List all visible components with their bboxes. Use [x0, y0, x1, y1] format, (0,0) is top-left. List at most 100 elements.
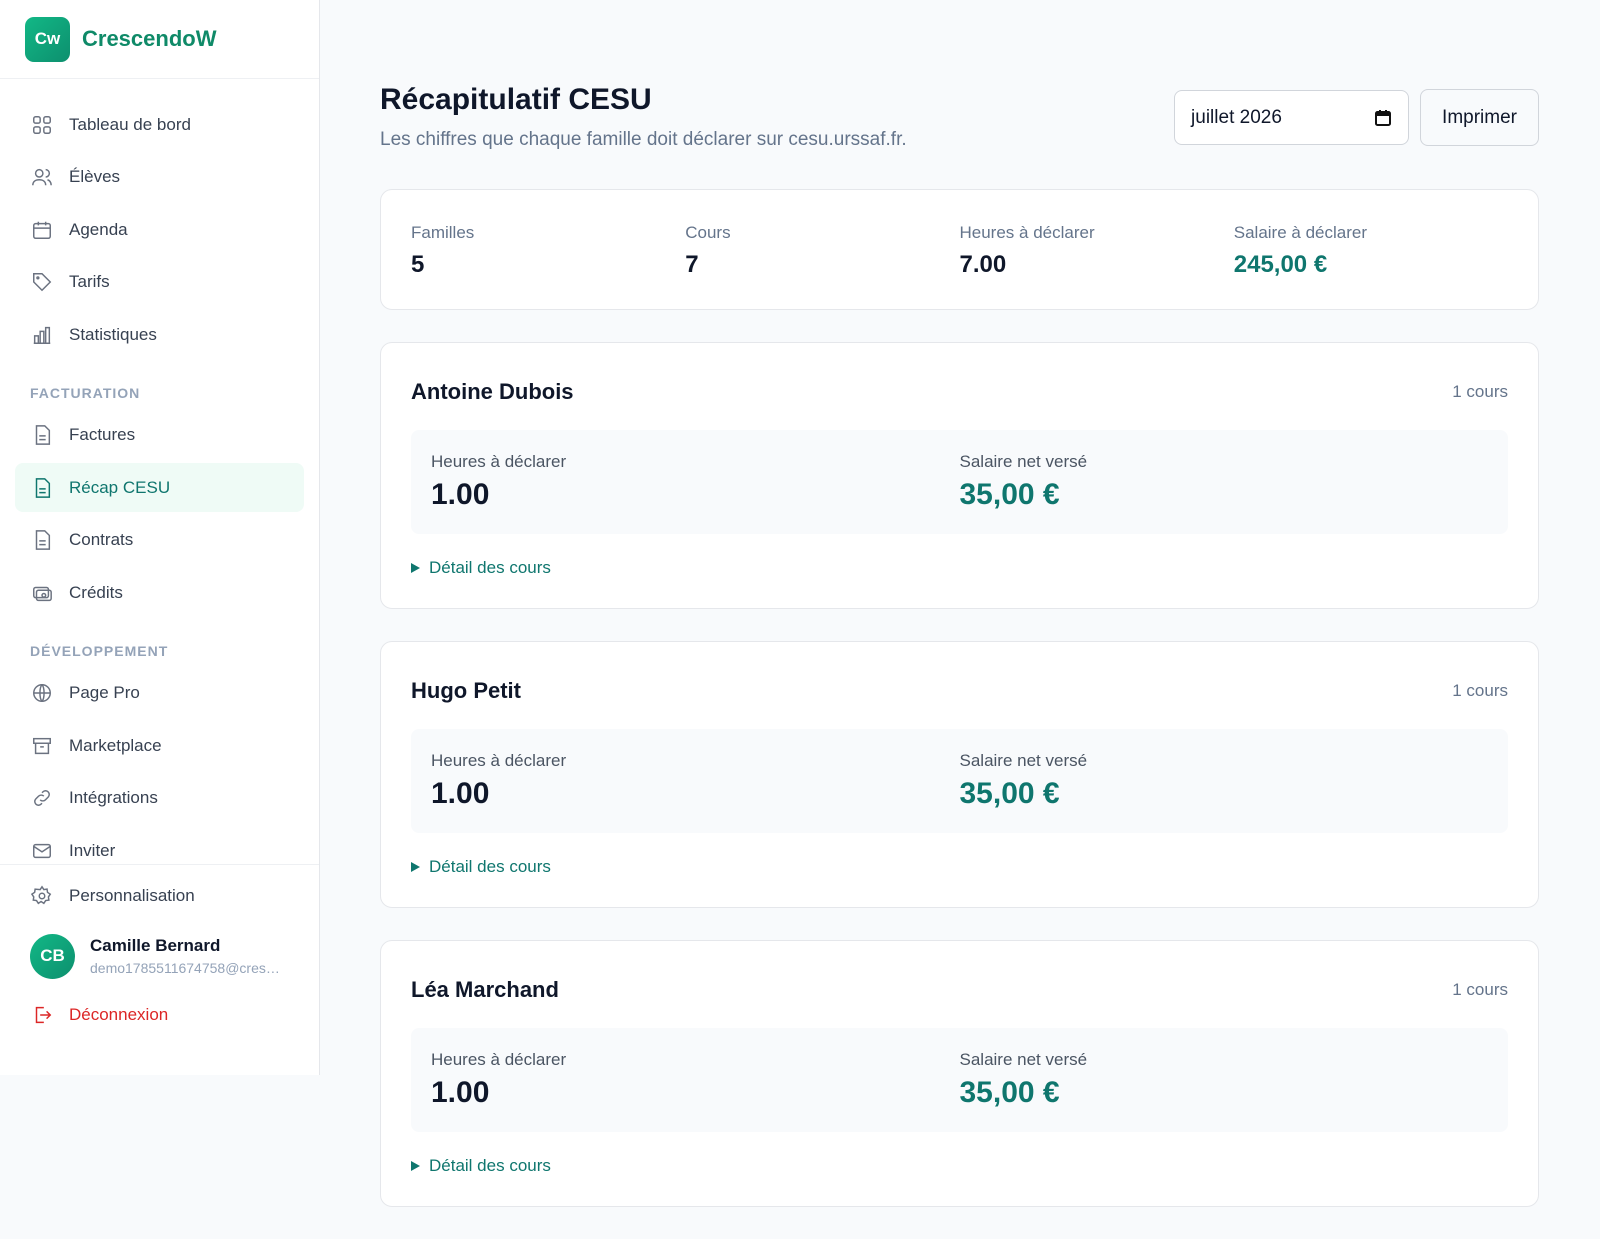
stat-label: Salaire à déclarer: [1233, 223, 1367, 242]
label: Marketplace: [69, 735, 162, 755]
brand[interactable]: Cw CrescendoW: [0, 0, 319, 79]
nav-item[interactable]: Récap CESU: [15, 463, 304, 512]
sidebar-footer: Personnalisation CB Camille Bernard demo…: [0, 864, 319, 1075]
icon: [33, 684, 51, 702]
salary: Salaire net versé 35,00 €: [960, 1050, 1489, 1132]
label: Intégrations: [69, 788, 158, 807]
label: Statistiques: [69, 324, 157, 344]
nav-item[interactable]: Contrats: [15, 516, 304, 565]
triangle: [411, 1161, 420, 1171]
family-name: Hugo Petit: [411, 678, 521, 703]
stat: Cours 7: [685, 223, 959, 309]
nav-item[interactable]: Crédits: [15, 568, 304, 617]
nav-item[interactable]: Factures: [15, 411, 304, 460]
sidebar: Cw CrescendoW Tableau de bord Élèves Agend…: [0, 0, 320, 1075]
family-name: Antoine Dubois: [411, 379, 574, 404]
salary-label: Salaire net versé: [959, 751, 1088, 770]
icon: [33, 737, 51, 754]
nav-item[interactable]: Inviter: [15, 826, 304, 864]
family-name: Léa Marchand: [411, 977, 559, 1002]
label: Contrats: [69, 530, 134, 549]
icon: [34, 790, 50, 806]
header: Récapitulatif CESU Les chiffres que chaq…: [380, 80, 1539, 151]
salary: Salaire net versé 35,00 €: [960, 452, 1489, 534]
section-title: FACTURATION: [30, 384, 141, 401]
summary-card: Familles 5 Cours 7 Heures à déclarer 7.00 Sala…: [380, 189, 1539, 310]
controls: juillet 2026 Imprimer: [1174, 89, 1539, 146]
settings-link[interactable]: Personnalisation: [15, 871, 304, 920]
nav: Tableau de bord Élèves Agenda Tarifs Statist…: [15, 100, 304, 864]
course-count: 1 cours: [1452, 980, 1508, 999]
family-header: Hugo Petit 1 cours: [411, 678, 1508, 704]
detail-toggle[interactable]: Détail des cours: [411, 558, 1508, 578]
icon: [33, 326, 51, 344]
salary: Salaire net versé 35,00 €: [960, 751, 1489, 833]
hours-value: 1.00: [431, 1076, 490, 1109]
user[interactable]: CB Camille Bernard demo1785511674758@cre…: [15, 924, 304, 991]
nav-item[interactable]: Statistiques: [15, 310, 304, 359]
hours-label: Heures à déclarer: [431, 751, 567, 770]
stat: Salaire à déclarer 245,00 €: [1234, 223, 1508, 309]
triangle: [411, 563, 420, 573]
nav-item[interactable]: Tableau de bord: [15, 100, 304, 149]
hours: Heures à déclarer 1.00: [431, 1050, 960, 1132]
stat-label: Heures à déclarer: [959, 223, 1095, 242]
month: juillet 2026: [1191, 106, 1282, 128]
label: Factures: [69, 425, 136, 444]
hours: Heures à déclarer 1.00: [431, 452, 960, 534]
avatar: CB: [30, 933, 75, 979]
detail-label: Détail des cours: [429, 857, 551, 876]
detail-label: Détail des cours: [429, 1156, 551, 1175]
stat-value: 245,00 €: [1233, 251, 1328, 278]
salary-label: Salaire net versé: [959, 1050, 1088, 1069]
label: Déconnexion: [69, 1005, 169, 1024]
user-name: Camille Bernard: [90, 936, 221, 955]
stat: Heures à déclarer 7.00: [960, 223, 1234, 309]
detail-label: Détail des cours: [429, 558, 551, 577]
detail-toggle[interactable]: Détail des cours: [411, 857, 1508, 877]
label: Personnalisation: [69, 885, 195, 905]
hours: Heures à déclarer 1.00: [431, 751, 960, 833]
salary-value: 35,00 €: [959, 777, 1060, 810]
icon: [33, 586, 52, 601]
label: Récap CESU: [69, 477, 171, 497]
stat: Familles 5: [411, 223, 685, 309]
figures: Heures à déclarer 1.00 Salaire net versé 35…: [411, 430, 1508, 534]
user-email: demo1785511674758@crescendow.fr: [90, 960, 286, 976]
triangle: [411, 862, 420, 872]
label: Tableau de bord: [69, 114, 191, 134]
nav-item[interactable]: Élèves: [15, 153, 304, 202]
label: Tarifs: [69, 272, 110, 291]
hours-value: 1.00: [431, 777, 490, 810]
logout[interactable]: Déconnexion: [15, 991, 304, 1040]
salary-value: 35,00 €: [959, 478, 1060, 511]
print-button[interactable]: Imprimer: [1420, 89, 1539, 146]
nav-item[interactable]: Marketplace: [15, 721, 304, 770]
hours-label: Heures à déclarer: [431, 452, 567, 471]
icon: [33, 115, 51, 134]
label: Inviter: [69, 840, 116, 860]
icon: [32, 168, 52, 186]
figures: Heures à déclarer 1.00 Salaire net versé 35…: [411, 729, 1508, 833]
nav-item[interactable]: Page Pro: [15, 669, 304, 718]
hours-label: Heures à déclarer: [431, 1050, 567, 1069]
nav-item[interactable]: Tarifs: [15, 258, 304, 307]
nav-item[interactable]: Agenda: [15, 205, 304, 254]
stat-value: 7.00: [959, 251, 1007, 278]
nav-item[interactable]: Intégrations: [15, 774, 304, 823]
icon: [35, 477, 51, 498]
stat-value: 5: [411, 251, 425, 278]
salary-label: Salaire net versé: [959, 452, 1088, 471]
salary-value: 35,00 €: [959, 1076, 1060, 1109]
course-count: 1 cours: [1452, 382, 1508, 401]
stat-value: 7: [685, 251, 699, 278]
label: Page Pro: [69, 683, 140, 702]
family-header: Léa Marchand 1 cours: [411, 977, 1508, 1003]
page-title: Récapitulatif CESU: [380, 83, 652, 116]
month-input[interactable]: juillet 2026: [1174, 90, 1410, 145]
icon: [35, 530, 51, 550]
calendar-icon: [1375, 109, 1392, 126]
detail-toggle[interactable]: Détail des cours: [411, 1156, 1508, 1176]
brand-name: CrescendoW: [82, 26, 217, 51]
family-card: Hugo Petit 1 cours Heures à déclarer 1.00 Sa…: [380, 641, 1539, 908]
